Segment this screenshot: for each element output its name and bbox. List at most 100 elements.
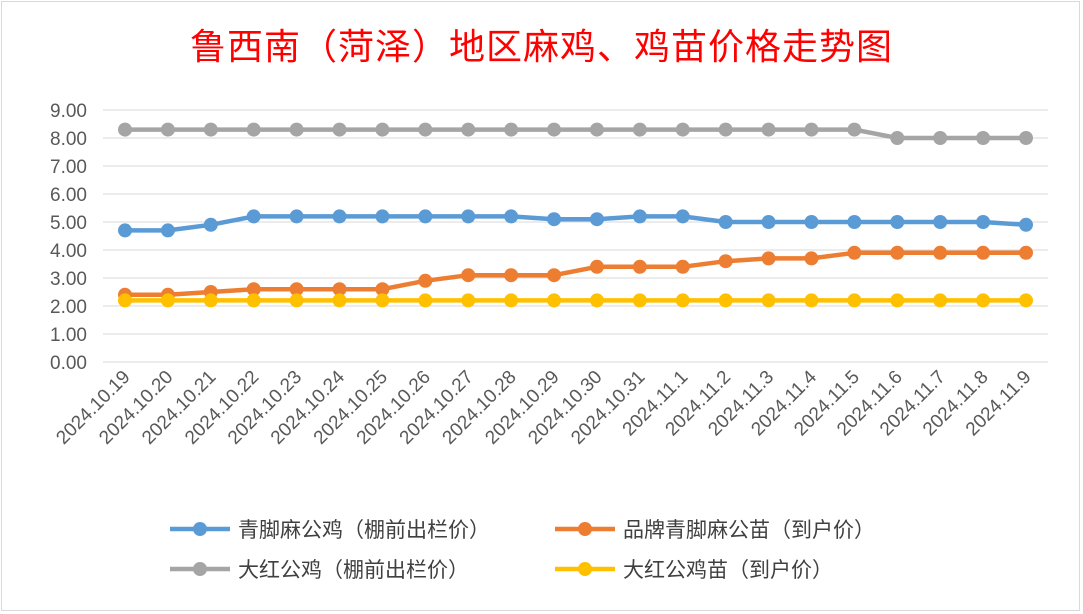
- data-point: [547, 293, 562, 308]
- legend-marker: [578, 522, 592, 536]
- data-point: [804, 251, 819, 266]
- data-point: [118, 122, 132, 137]
- data-point: [718, 215, 733, 229]
- data-point: [504, 209, 519, 224]
- data-point: [332, 209, 347, 224]
- data-point: [847, 293, 862, 308]
- y-tick-label: 1.00: [50, 325, 87, 346]
- legend-label: 品牌青脚麻公苗（到户价）: [623, 518, 875, 542]
- y-tick-label: 6.00: [50, 185, 87, 206]
- data-point: [289, 282, 304, 297]
- data-point: [890, 245, 905, 260]
- data-point: [547, 122, 562, 137]
- y-tick-label: 7.00: [50, 157, 87, 178]
- data-point: [504, 122, 519, 137]
- data-point: [933, 293, 948, 308]
- y-tick-label: 9.00: [50, 101, 87, 122]
- data-point: [418, 209, 433, 224]
- data-point: [246, 282, 261, 297]
- data-point: [847, 245, 862, 260]
- data-point: [933, 245, 948, 260]
- data-point: [332, 293, 347, 308]
- y-tick-label: 3.00: [50, 269, 87, 290]
- data-point: [461, 209, 476, 224]
- legend-marker: [578, 562, 592, 576]
- y-tick-label: 8.00: [50, 129, 87, 150]
- data-point: [1019, 245, 1033, 260]
- data-point: [246, 293, 261, 308]
- legend-label: 青脚麻公鸡（棚前出栏价）: [238, 518, 490, 542]
- data-point: [632, 259, 647, 274]
- data-point: [632, 209, 647, 224]
- data-point: [375, 282, 390, 297]
- data-point: [589, 212, 604, 227]
- y-tick-label: 2.00: [50, 297, 87, 318]
- data-point: [675, 293, 690, 308]
- legend-marker: [193, 562, 207, 576]
- data-point: [1019, 217, 1033, 232]
- data-point: [761, 122, 776, 137]
- data-point: [375, 209, 390, 224]
- data-point: [761, 215, 776, 229]
- data-point: [461, 122, 476, 137]
- series-line: [125, 214, 1027, 233]
- data-point: [461, 293, 476, 308]
- data-point: [118, 223, 132, 238]
- data-point: [332, 282, 347, 297]
- data-point: [718, 254, 733, 269]
- data-point: [804, 293, 819, 308]
- legend-marker: [193, 522, 207, 536]
- data-point: [632, 293, 647, 308]
- series-line: [125, 250, 1026, 298]
- data-point: [847, 122, 862, 137]
- data-point: [375, 293, 390, 308]
- data-point: [418, 122, 433, 137]
- data-point: [847, 215, 862, 229]
- data-point: [976, 293, 991, 308]
- data-point: [718, 122, 733, 137]
- data-point: [418, 293, 433, 308]
- legend-label: 大红公鸡苗（到户价）: [623, 558, 833, 582]
- data-point: [890, 131, 905, 145]
- y-tick-label: 5.00: [50, 213, 87, 234]
- data-point: [589, 259, 604, 274]
- data-point: [160, 223, 175, 238]
- data-point: [1019, 131, 1033, 145]
- data-point: [289, 293, 304, 308]
- y-tick-label: 4.00: [50, 241, 87, 262]
- chart-title: 鲁西南（菏泽）地区麻鸡、鸡苗价格走势图: [189, 27, 893, 68]
- data-point: [289, 209, 304, 224]
- data-point: [246, 122, 261, 137]
- data-point: [118, 293, 132, 308]
- data-point: [418, 273, 433, 288]
- data-point: [504, 293, 519, 308]
- data-point: [1019, 293, 1033, 308]
- data-point: [332, 122, 347, 137]
- data-point: [203, 293, 218, 308]
- data-point: [589, 293, 604, 308]
- data-point: [933, 131, 948, 145]
- data-point: [976, 215, 991, 229]
- data-point: [589, 122, 604, 137]
- data-point: [761, 293, 776, 308]
- data-point: [976, 131, 991, 145]
- data-point: [675, 259, 690, 274]
- data-point: [203, 217, 218, 232]
- data-point: [675, 122, 690, 137]
- legend-label: 大红公鸡（棚前出栏价）: [238, 558, 469, 582]
- data-point: [160, 122, 175, 137]
- data-point: [804, 215, 819, 229]
- data-point: [289, 122, 304, 137]
- data-point: [547, 212, 562, 227]
- data-point: [675, 209, 690, 224]
- data-point: [804, 122, 819, 137]
- data-point: [761, 251, 776, 266]
- series-line: [125, 127, 1026, 141]
- data-point: [504, 268, 519, 283]
- data-point: [933, 215, 948, 229]
- data-point: [547, 268, 562, 283]
- y-tick-label: 0.00: [50, 353, 87, 374]
- data-point: [160, 293, 175, 308]
- data-point: [890, 293, 905, 308]
